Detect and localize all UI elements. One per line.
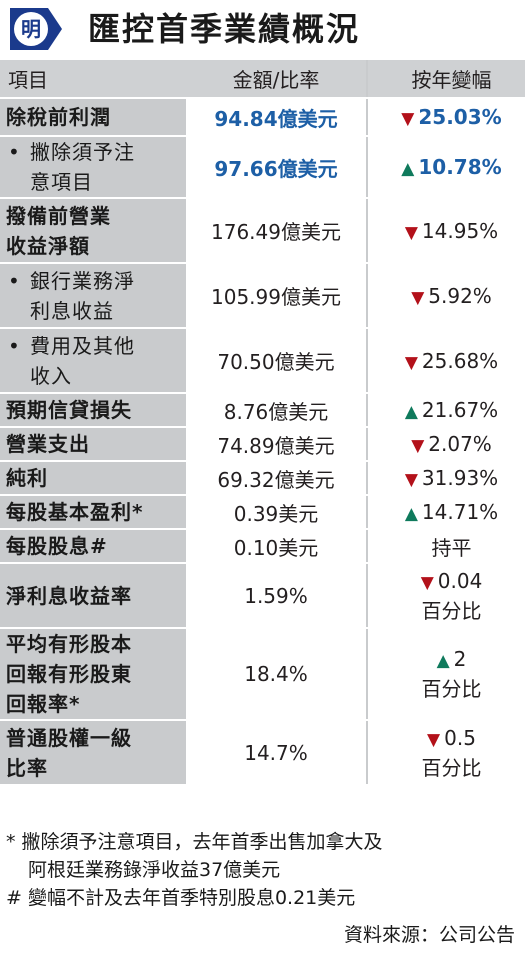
footnote-asterisk: * 撇除須予注意項目，去年首季出售加拿大及 (6, 831, 383, 853)
row-change-unit: 百分比 (421, 677, 482, 701)
triangle-up-icon: ▲ (404, 402, 418, 422)
table-row: 預期信貸損失 8.76億美元 ▲ 21.67% (0, 393, 525, 428)
table-row: 營業支出 74.89億美元 ▼ 2.07% (0, 427, 525, 462)
row-label: 費用及其他 (30, 333, 135, 358)
triangle-up-icon: ▲ (401, 159, 415, 179)
triangle-down-icon: ▼ (404, 470, 418, 490)
row-label: 每股基本盈利* (6, 500, 144, 524)
row-change: 持平 (431, 535, 472, 560)
row-label-line3: 回報率* (6, 692, 81, 716)
row-label: 普通股權一級 (6, 725, 132, 750)
row-label: 營業支出 (6, 432, 90, 456)
triangle-down-icon: ▼ (411, 287, 425, 308)
bullet-icon: • (8, 268, 21, 293)
results-table: 項目 金額/比率 按年變幅 除稅前利潤 94.84億美元 ▼ 25.03% • 撇除… (0, 60, 525, 786)
header: 明 匯控首季業績概況 (0, 0, 525, 58)
footnote-hash: # 變幅不計及去年首季特別股息0.21美元 (6, 887, 356, 909)
triangle-up-icon: ▲ (436, 651, 450, 671)
row-change: 2.07% (428, 432, 492, 456)
col-amount-header: 金額/比率 (186, 60, 368, 99)
row-change: 0.04 (437, 568, 483, 593)
row-value: 0.39美元 (233, 501, 319, 526)
row-label-line2: 收入 (30, 363, 72, 388)
row-label-line2: 利息收益 (30, 298, 114, 323)
row-label: 平均有形股本 (6, 632, 132, 656)
row-label-line2: 回報有形股東 (6, 662, 132, 686)
table-row: • 銀行業務淨利息收益 105.99億美元 ▼ 5.92% (0, 263, 525, 329)
bullet-icon: • (8, 140, 21, 164)
triangle-down-icon: ▼ (411, 436, 425, 456)
row-value: 94.84億美元 (214, 106, 338, 131)
table-row: 每股股息# 0.10美元 持平 (0, 529, 525, 564)
table-row: 平均有形股本 回報有形股東 回報率* 18.4% ▲ 2 百分比 (0, 628, 525, 721)
ming-pao-logo-icon: 明 (10, 8, 62, 50)
triangle-down-icon: ▼ (401, 109, 415, 129)
row-value: 18.4% (244, 662, 308, 686)
col-change-header: 按年變幅 (367, 60, 525, 99)
bullet-icon: • (8, 333, 21, 358)
row-change: 0.5 (444, 725, 476, 750)
row-label: 撥備前營業 (6, 203, 111, 228)
row-label-line2: 比率 (6, 755, 48, 780)
row-value: 70.50億美元 (217, 350, 335, 374)
table-row: • 費用及其他收入 70.50億美元 ▼ 25.68% (0, 328, 525, 394)
row-change: 25.68% (421, 348, 499, 373)
row-value: 69.32億美元 (217, 467, 335, 492)
table-row: 純利 69.32億美元 ▼ 31.93% (0, 461, 525, 496)
row-change-unit: 百分比 (421, 755, 482, 780)
triangle-down-icon: ▼ (420, 572, 434, 593)
row-label: 淨利息收益率 (6, 583, 132, 608)
triangle-down-icon: ▼ (404, 352, 418, 373)
row-value: 74.89億美元 (217, 433, 335, 458)
row-value: 14.7% (244, 740, 308, 765)
table-row: 每股基本盈利* 0.39美元 ▲ 14.71% (0, 495, 525, 530)
table-row: 除稅前利潤 94.84億美元 ▼ 25.03% (0, 98, 525, 137)
row-label-line2: 收益淨額 (6, 233, 90, 258)
table-row: • 撇除須予注意項目 97.66億美元 ▲ 10.78% (0, 136, 525, 199)
row-value: 1.59% (244, 583, 308, 608)
page-title: 匯控首季業績概況 (88, 10, 361, 48)
row-value: 105.99億美元 (211, 285, 341, 309)
col-item-header: 項目 (0, 60, 186, 99)
row-label: 預期信貸損失 (6, 398, 132, 422)
row-change: 5.92% (428, 283, 492, 308)
triangle-down-icon: ▼ (427, 729, 441, 750)
table-header-row: 項目 金額/比率 按年變幅 (0, 60, 525, 99)
triangle-down-icon: ▼ (404, 222, 418, 243)
table-row: 普通股權一級 比率 14.7% ▼ 0.5 百分比 (0, 720, 525, 786)
row-value: 8.76億美元 (223, 399, 329, 424)
row-label: 每股股息# (6, 534, 108, 558)
row-label: 純利 (6, 466, 48, 490)
row-label-line2: 意項目 (30, 170, 93, 194)
triangle-up-icon: ▲ (404, 504, 418, 524)
footnotes: * 撇除須予注意項目，去年首季出售加拿大及 阿根廷業務錄淨收益37億美元 # 變… (0, 828, 525, 912)
row-value: 176.49億美元 (211, 220, 341, 244)
row-change: 31.93% (421, 466, 499, 490)
row-change: 21.67% (421, 398, 499, 422)
row-change: 10.78% (418, 155, 502, 179)
row-value: 0.10美元 (233, 535, 319, 560)
row-change-unit: 百分比 (421, 598, 482, 623)
row-label: 銀行業務淨 (30, 268, 135, 293)
row-label: 撇除須予注 (30, 140, 135, 164)
svg-text:明: 明 (21, 17, 41, 41)
row-change: 14.95% (421, 218, 499, 243)
row-label: 除稅前利潤 (6, 105, 111, 129)
source-credit: 資料來源：公司公告 (343, 924, 515, 946)
table-row: 撥備前營業收益淨額 176.49億美元 ▼ 14.95% (0, 198, 525, 264)
row-change: 14.71% (421, 500, 499, 524)
footnote-asterisk-line2: 阿根廷業務錄淨收益37億美元 (28, 859, 281, 881)
row-value: 97.66億美元 (214, 156, 338, 181)
row-change: 2 (453, 647, 467, 671)
table-row: 淨利息收益率 1.59% ▼ 0.04 百分比 (0, 563, 525, 629)
row-change: 25.03% (418, 105, 502, 129)
